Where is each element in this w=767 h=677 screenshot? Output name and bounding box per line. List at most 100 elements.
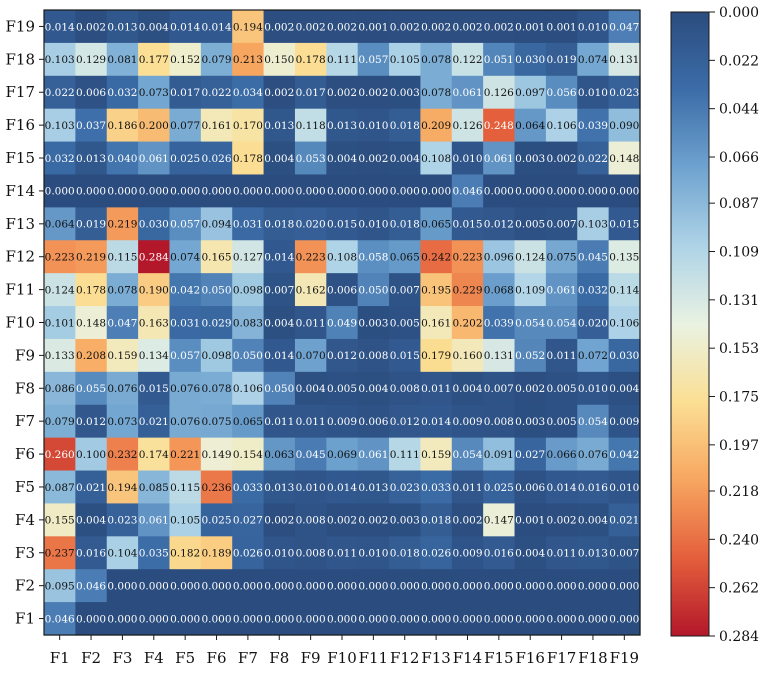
heatmap-cell	[232, 371, 265, 406]
cell-value-label: 0.122	[452, 54, 482, 66]
heatmap-cell	[75, 602, 108, 636]
heatmap-cell	[357, 273, 390, 307]
cell-value-label: 0.057	[170, 219, 200, 231]
heatmap-cell	[357, 371, 390, 406]
heatmap-cell	[357, 10, 390, 44]
heatmap-cell	[263, 503, 296, 537]
cell-value-label: 0.103	[45, 54, 75, 66]
heatmap-cell	[451, 470, 484, 505]
heatmap-cell	[232, 338, 265, 373]
heatmap-cell	[169, 207, 202, 241]
cell-value-label: 0.010	[358, 548, 388, 560]
cell-value-label: 0.011	[327, 548, 357, 560]
cell-value-label: 0.000	[452, 613, 482, 625]
cell-value-label: 0.000	[327, 580, 357, 592]
heatmap-cell	[106, 108, 139, 143]
cell-value-label: 0.006	[327, 284, 357, 296]
heatmap-cell	[75, 371, 108, 406]
heatmap-cell	[106, 42, 139, 77]
cell-value-label: 0.013	[264, 482, 294, 494]
cell-value-label: 0.010	[609, 482, 639, 494]
cell-value-label: 0.004	[390, 153, 420, 165]
heatmap-cell	[514, 602, 547, 636]
heatmap-cell	[75, 404, 108, 439]
heatmap-cell	[483, 108, 516, 143]
heatmap-cell	[106, 207, 139, 241]
cell-value-label: 0.090	[609, 120, 639, 132]
heatmap-cell	[608, 207, 641, 241]
heatmap-cell	[608, 470, 641, 505]
heatmap-cell	[326, 470, 359, 505]
cell-value-label: 0.030	[139, 219, 169, 231]
cell-value-label: 0.000	[390, 580, 420, 592]
cell-value-label: 0.004	[609, 383, 639, 395]
heatmap-cell	[451, 306, 484, 340]
cell-value-label: 0.124	[515, 252, 545, 264]
cell-value-label: 0.013	[578, 548, 608, 560]
cell-value-label: 0.155	[45, 515, 75, 527]
x-tick-label: F1	[50, 649, 70, 667]
cell-value-label: 0.046	[452, 186, 482, 198]
cell-value-label: 0.000	[139, 613, 169, 625]
cell-value-label: 0.004	[264, 317, 294, 329]
heatmap-cell	[326, 437, 359, 472]
cell-value-label: 0.000	[264, 186, 294, 198]
heatmap-cell	[577, 602, 610, 636]
cell-value-label: 0.223	[45, 252, 75, 264]
cell-value-label: 0.076	[170, 383, 200, 395]
heatmap-cell	[577, 404, 610, 439]
cell-value-label: 0.160	[452, 350, 482, 362]
heatmap-cell	[294, 602, 327, 636]
cell-value-label: 0.049	[327, 317, 357, 329]
cell-value-label: 0.078	[421, 87, 451, 99]
cell-value-label: 0.148	[76, 317, 106, 329]
heatmap-cell	[514, 306, 547, 340]
cell-value-label: 0.054	[547, 317, 577, 329]
cell-value-label: 0.055	[76, 383, 106, 395]
cell-value-label: 0.223	[296, 252, 326, 264]
cell-value-label: 0.039	[484, 317, 514, 329]
heatmap-cell	[75, 536, 108, 570]
cell-value-label: 0.014	[327, 482, 357, 494]
heatmap-cell	[608, 338, 641, 373]
heatmap-cell	[75, 42, 108, 77]
heatmap-cell	[577, 503, 610, 537]
heatmap-cell	[138, 437, 171, 472]
cell-value-label: 0.025	[484, 482, 514, 494]
heatmap-cell	[545, 42, 578, 77]
heatmap-cell	[483, 569, 516, 603]
cell-value-label: 0.002	[358, 153, 388, 165]
heatmap-cell	[357, 536, 390, 570]
cell-value-label: 0.070	[296, 350, 326, 362]
cell-value-label: 0.000	[170, 186, 200, 198]
cell-value-label: 0.154	[233, 449, 263, 461]
cell-value-label: 0.002	[264, 21, 294, 33]
cell-value-label: 0.003	[390, 515, 420, 527]
heatmap-cell	[326, 306, 359, 340]
heatmap-cell	[294, 141, 327, 176]
cell-value-label: 0.002	[327, 21, 357, 33]
cell-value-label: 0.002	[327, 87, 357, 99]
heatmap-cell	[483, 404, 516, 439]
heatmap-cell	[169, 338, 202, 373]
x-tick-label: F16	[515, 649, 545, 667]
heatmap-cell	[294, 437, 327, 472]
heatmap-cell	[451, 10, 484, 44]
cell-value-label: 0.011	[296, 416, 326, 428]
cell-value-label: 0.131	[609, 54, 639, 66]
heatmap-cell	[577, 174, 610, 208]
cell-value-label: 0.000	[421, 186, 451, 198]
cell-value-label: 0.054	[452, 449, 482, 461]
heatmap-cell	[389, 536, 422, 570]
cell-value-label: 0.194	[233, 21, 263, 33]
colorbar-tick-label: 0.175	[719, 390, 759, 406]
heatmap-cell	[106, 503, 139, 537]
x-tick-label: F12	[390, 649, 420, 667]
cell-value-label: 0.010	[578, 383, 608, 395]
cell-value-label: 0.000	[515, 580, 545, 592]
cell-value-label: 0.023	[390, 482, 420, 494]
cell-value-label: 0.015	[452, 219, 482, 231]
cell-value-label: 0.000	[421, 580, 451, 592]
cell-value-label: 0.009	[327, 416, 357, 428]
heatmap-cell	[263, 174, 296, 208]
